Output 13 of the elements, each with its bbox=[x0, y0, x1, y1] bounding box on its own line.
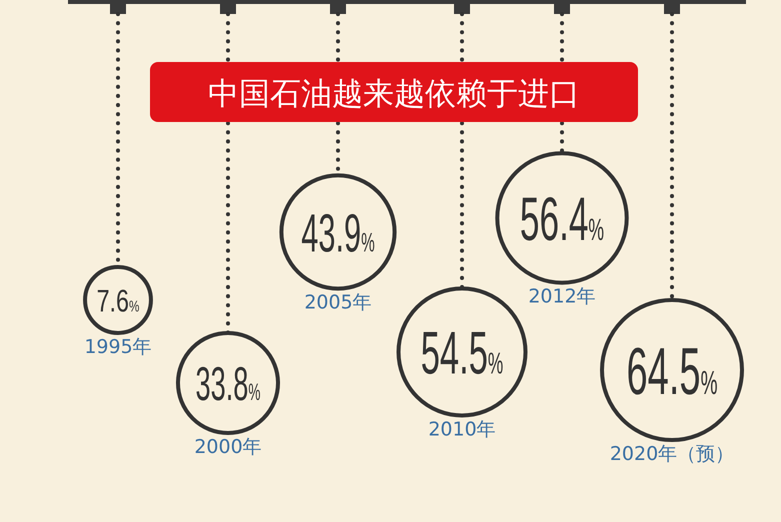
category-label: 2010年 bbox=[428, 418, 496, 440]
data-label: 33.8% bbox=[195, 358, 288, 412]
data-label: 7.6% bbox=[96, 283, 143, 318]
data-label: 56.4% bbox=[520, 185, 640, 254]
data-label: 64.5% bbox=[626, 334, 756, 409]
category-label: 2000年 bbox=[194, 436, 262, 458]
category-label: 2020年（预） bbox=[610, 443, 734, 465]
category-label: 1995年 bbox=[84, 336, 152, 358]
category-label: 2005年 bbox=[304, 292, 372, 314]
data-label: 43.9% bbox=[301, 203, 406, 264]
data-label: 54.5% bbox=[420, 318, 538, 387]
text: 中国石油越来越依赖于进口 bbox=[208, 76, 580, 112]
category-label: 2012年 bbox=[528, 286, 596, 308]
